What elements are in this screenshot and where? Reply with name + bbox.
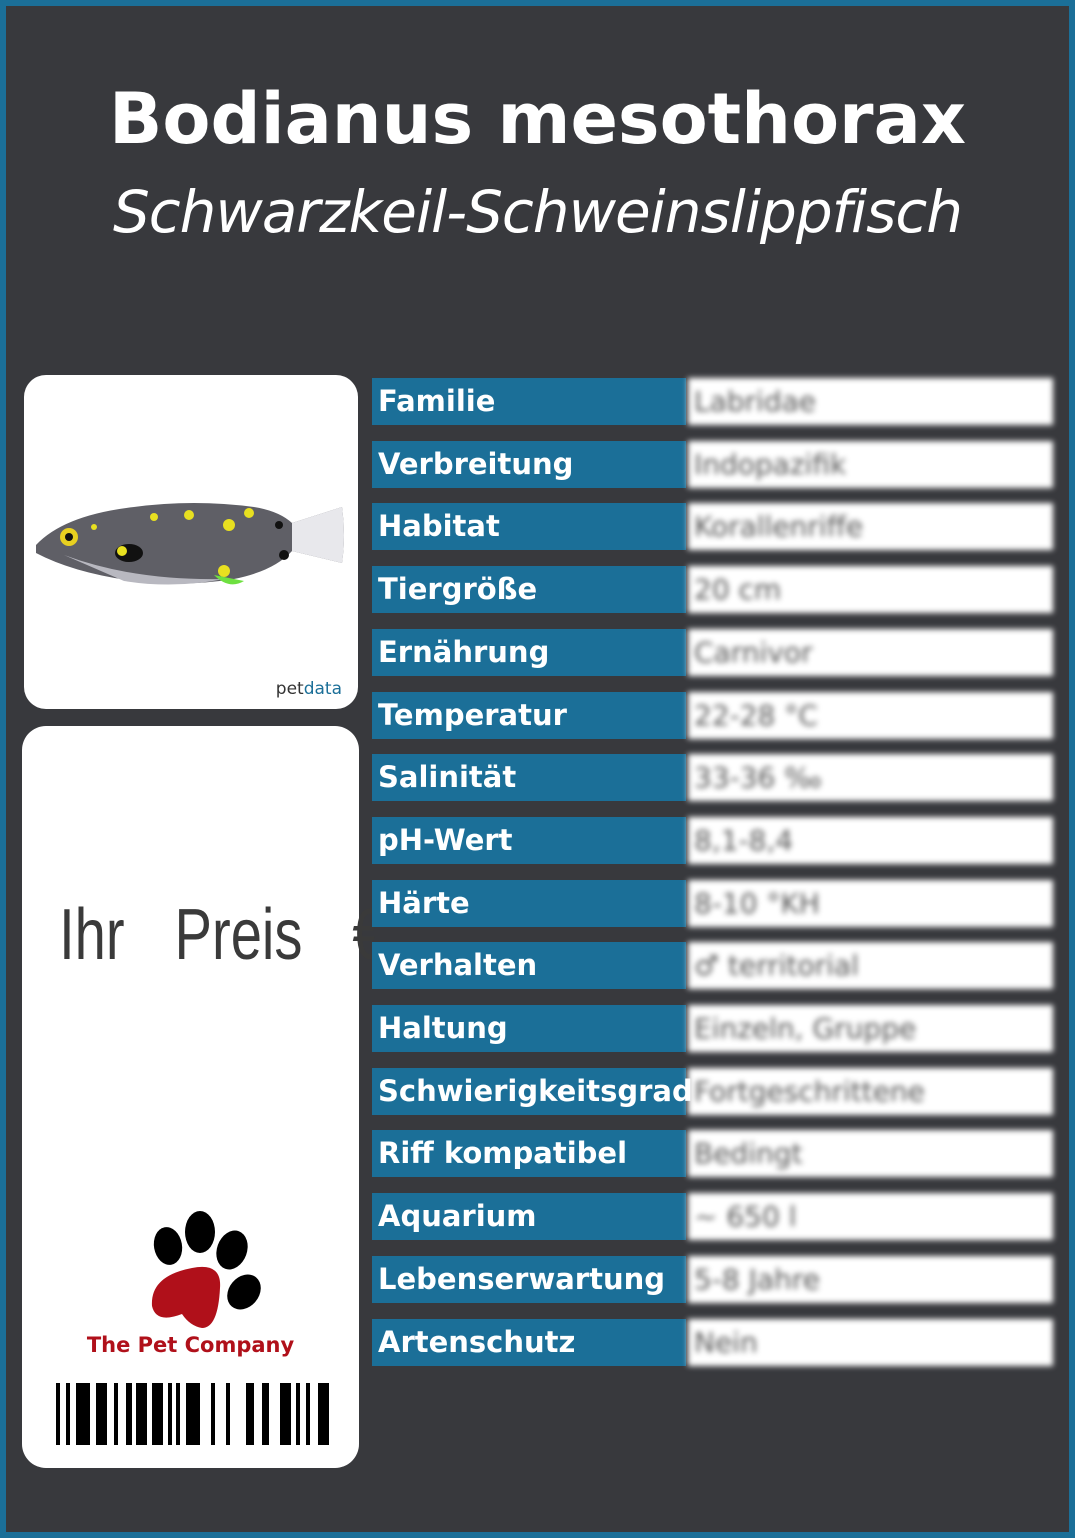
- fact-value: ~ 650 l: [688, 1193, 1053, 1241]
- company-name: The Pet Company: [86, 1333, 295, 1357]
- price-label: Ihr Preis €: [59, 895, 384, 975]
- fact-row: Ernährung Carnivor: [372, 628, 1053, 676]
- fact-value: 8,1-8,4: [688, 816, 1053, 864]
- fact-value: 5-8 Jahre: [688, 1255, 1053, 1303]
- price-panel: Ihr Preis € The Pet Company: [22, 726, 384, 1468]
- fact-value: 33-36 ‰: [688, 754, 1053, 802]
- photo-panel: petdata: [24, 375, 358, 709]
- fact-value: ♂ territorial: [688, 942, 1053, 990]
- barcode-bar: [66, 1383, 70, 1445]
- barcode-bar: [296, 1383, 300, 1445]
- fact-value: Einzeln, Gruppe: [688, 1005, 1053, 1052]
- fact-row: Aquarium ~ 650 l: [372, 1193, 1053, 1241]
- fact-value: 20 cm: [688, 566, 1053, 614]
- fact-row: Artenschutz Nein: [372, 1318, 1053, 1366]
- species-card: Bodianus mesothorax Schwarzkeil-Schweins…: [6, 6, 1069, 1532]
- barcode: [56, 1383, 329, 1445]
- fact-label: Artenschutz: [372, 1318, 686, 1366]
- fact-label: Schwierigkeitsgrad: [372, 1067, 693, 1115]
- barcode-bar: [152, 1383, 163, 1445]
- fact-label: Härte: [372, 879, 686, 927]
- fact-value: Korallenriffe: [688, 503, 1053, 551]
- fact-value: Nein: [688, 1318, 1053, 1366]
- barcode-bar: [76, 1383, 90, 1445]
- barcode-bar: [136, 1383, 147, 1445]
- fact-row: Riff kompatibel Bedingt: [372, 1130, 1053, 1178]
- fact-label: Riff kompatibel: [372, 1130, 686, 1178]
- common-name: Schwarzkeil-Schweinslippfisch: [112, 178, 963, 246]
- fact-label: Aquarium: [372, 1193, 686, 1241]
- barcode-bar: [318, 1383, 329, 1445]
- barcode-bar: [211, 1383, 215, 1445]
- fact-row: Verbreitung Indopazifik: [372, 440, 1053, 488]
- fact-row: Familie Labridae: [372, 378, 1053, 425]
- fact-row: Temperatur 22-28 °C: [372, 691, 1053, 739]
- fact-row: Salinität 33-36 ‰: [372, 754, 1053, 802]
- barcode-bar: [246, 1383, 254, 1445]
- fish-image: [36, 503, 344, 585]
- fact-row: Habitat Korallenriffe: [372, 503, 1053, 551]
- fact-label: Habitat: [372, 503, 686, 551]
- fact-label: Tiergröße: [372, 566, 686, 614]
- fact-row: pH-Wert 8,1-8,4: [372, 816, 1053, 864]
- fact-value: 8-10 °KH: [688, 879, 1053, 927]
- fact-value: Carnivor: [688, 628, 1053, 676]
- barcode-bar: [114, 1383, 118, 1445]
- barcode-bar: [306, 1383, 310, 1445]
- fact-label: Familie: [372, 378, 686, 425]
- fact-label: pH-Wert: [372, 816, 686, 864]
- fact-row: Verhalten ♂ territorial: [372, 942, 1053, 990]
- barcode-bar: [126, 1383, 132, 1445]
- fact-label: Temperatur: [372, 691, 686, 739]
- fact-value: 22-28 °C: [688, 691, 1053, 739]
- barcode-bar: [168, 1383, 172, 1445]
- petdata-credit: petdata: [275, 679, 342, 699]
- fact-label: Ernährung: [372, 628, 686, 676]
- paw-icon: [151, 1211, 261, 1328]
- fact-value: Labridae: [688, 378, 1053, 425]
- barcode-bar: [280, 1383, 291, 1445]
- fact-value: Bedingt: [688, 1130, 1053, 1178]
- barcode-bar: [96, 1383, 107, 1445]
- barcode-bar: [226, 1383, 230, 1445]
- barcode-bar: [56, 1383, 60, 1445]
- fact-row: Schwierigkeitsgrad Fortgeschrittene: [372, 1067, 1053, 1115]
- fact-row: Haltung Einzeln, Gruppe: [372, 1005, 1053, 1052]
- barcode-bar: [186, 1383, 200, 1445]
- barcode-bar: [262, 1383, 269, 1445]
- fact-row: Härte 8-10 °KH: [372, 879, 1053, 927]
- barcode-bar: [176, 1383, 180, 1445]
- fact-value: Indopazifik: [688, 440, 1053, 488]
- fact-label: Salinität: [372, 754, 686, 802]
- page-title: Bodianus mesothorax: [109, 78, 966, 160]
- fact-label: Verhalten: [372, 942, 686, 990]
- fact-label: Lebenserwartung: [372, 1255, 686, 1303]
- fact-row: Tiergröße 20 cm: [372, 566, 1053, 614]
- fact-label: Haltung: [372, 1005, 686, 1052]
- fact-value: Fortgeschrittene: [688, 1067, 1053, 1115]
- fact-row: Lebenserwartung 5-8 Jahre: [372, 1255, 1053, 1303]
- fact-label: Verbreitung: [372, 440, 686, 488]
